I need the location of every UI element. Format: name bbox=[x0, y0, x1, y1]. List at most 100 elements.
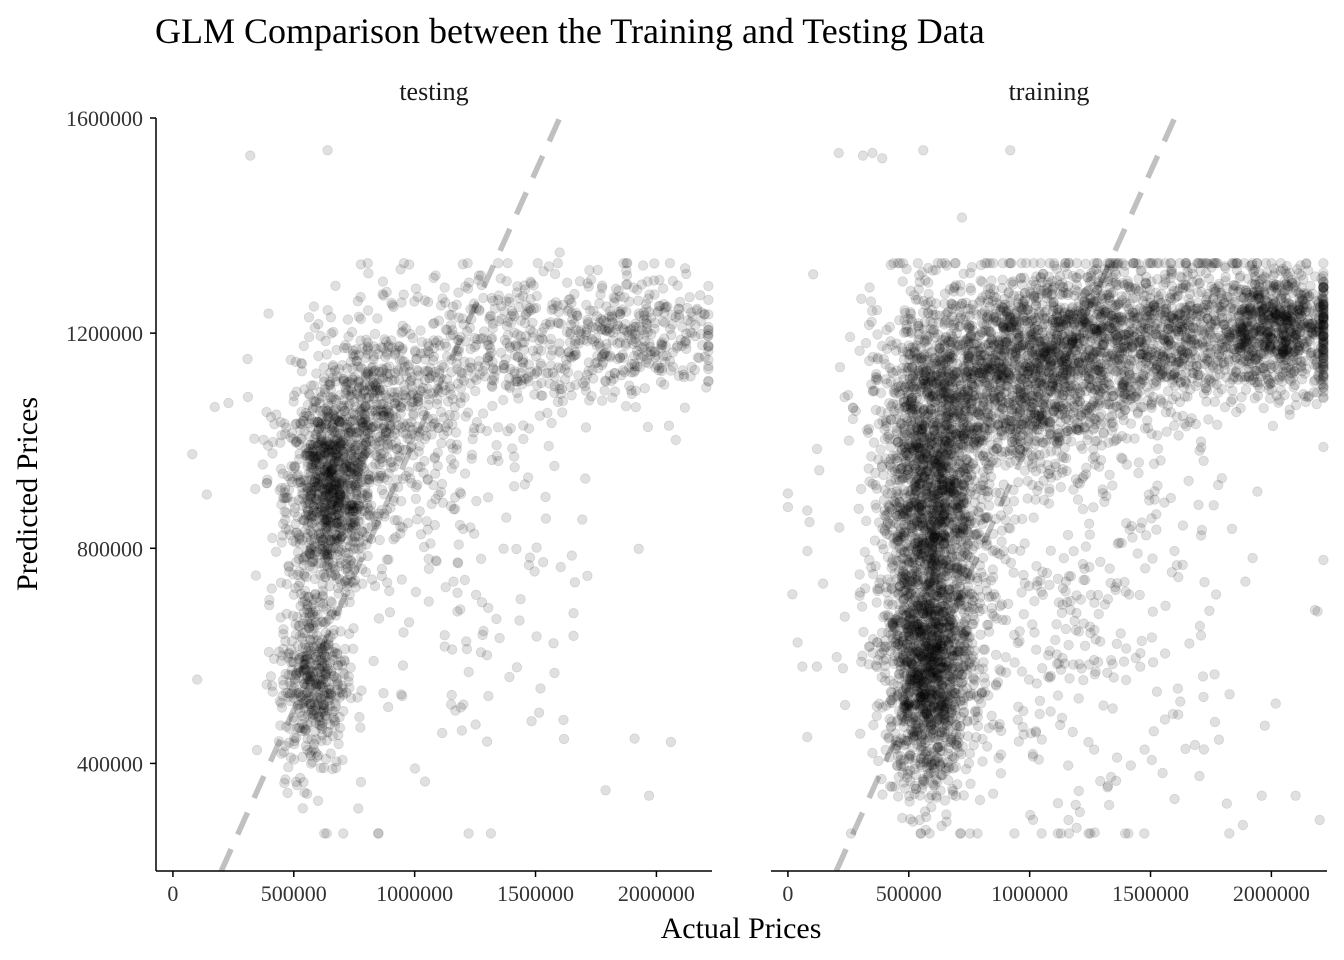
scatter-point bbox=[621, 306, 632, 317]
scatter-point bbox=[333, 475, 345, 486]
scatter-point bbox=[371, 516, 382, 528]
scatter-point bbox=[580, 422, 592, 433]
scatter-point bbox=[330, 280, 341, 292]
scatter-point bbox=[419, 776, 431, 787]
scatter-point bbox=[318, 507, 330, 518]
scatter-point bbox=[321, 447, 332, 458]
y-tick-label: 1600000 bbox=[66, 106, 143, 131]
scatter-point bbox=[888, 515, 899, 526]
scatter-point bbox=[335, 532, 347, 543]
scatter-point bbox=[267, 436, 279, 448]
x-tick-label: 1000000 bbox=[376, 881, 453, 906]
scatter-point bbox=[558, 733, 570, 745]
scatter-point bbox=[323, 549, 335, 560]
scatter-point bbox=[544, 319, 556, 330]
scatter-point bbox=[303, 509, 315, 521]
scatter-point bbox=[319, 483, 331, 495]
scatter-point bbox=[333, 497, 345, 508]
scatter-point bbox=[312, 469, 323, 481]
scatter-point bbox=[452, 587, 463, 599]
scatter-point bbox=[407, 332, 419, 344]
scatter-point bbox=[329, 475, 340, 487]
scatter-point bbox=[326, 571, 338, 582]
scatter-point bbox=[326, 466, 337, 477]
scatter-point bbox=[294, 532, 305, 543]
scatter-point bbox=[273, 736, 285, 747]
scatter-point bbox=[455, 702, 467, 713]
scatter-point bbox=[362, 531, 373, 542]
scatter-point bbox=[582, 278, 593, 289]
scatter-point bbox=[863, 423, 875, 435]
scatter-point bbox=[492, 258, 504, 269]
scatter-point bbox=[406, 381, 417, 392]
panel-testing: testing 0 500000 1000000 1500000 2000000 400… bbox=[66, 77, 714, 906]
scatter-point bbox=[316, 557, 327, 569]
scatter-point bbox=[316, 421, 327, 433]
scatter-point bbox=[308, 529, 319, 540]
scatter-point bbox=[330, 444, 341, 455]
scatter-point bbox=[453, 343, 465, 355]
scatter-point bbox=[373, 613, 385, 624]
scatter-point bbox=[447, 419, 458, 430]
scatter-point bbox=[264, 600, 275, 611]
scatter-point bbox=[439, 282, 450, 293]
scatter-point bbox=[334, 493, 345, 505]
scatter-point bbox=[469, 341, 480, 353]
scatter-point bbox=[331, 522, 342, 533]
scatter-point bbox=[334, 492, 346, 503]
scatter-point bbox=[340, 473, 351, 485]
scatter-point bbox=[312, 711, 324, 722]
scatter-point bbox=[302, 399, 314, 411]
scatter-point bbox=[462, 283, 474, 294]
scatter-point bbox=[396, 297, 407, 308]
scatter-point bbox=[382, 577, 393, 588]
scatter-point bbox=[347, 643, 359, 655]
scatter-point bbox=[367, 462, 378, 473]
scatter-point bbox=[419, 295, 431, 306]
scatter-point bbox=[308, 563, 319, 574]
scatter-point bbox=[334, 513, 345, 525]
scatter-point bbox=[345, 483, 357, 495]
scatter-point bbox=[328, 470, 339, 481]
scatter-point bbox=[342, 553, 353, 564]
scatter-point bbox=[355, 722, 366, 733]
scatter-point bbox=[890, 538, 901, 549]
scatter-point bbox=[293, 529, 304, 541]
scatter-point bbox=[401, 371, 412, 382]
scatter-point bbox=[369, 580, 381, 592]
scatter-point bbox=[322, 512, 333, 523]
scatter-point bbox=[566, 297, 577, 309]
scatter-point bbox=[242, 353, 253, 365]
scatter-point bbox=[542, 367, 554, 379]
scatter-point bbox=[439, 630, 450, 641]
scatter-point bbox=[321, 495, 332, 507]
scatter-point bbox=[333, 509, 344, 520]
scatter-point bbox=[877, 789, 888, 800]
scatter-point bbox=[267, 532, 278, 544]
scatter-point bbox=[513, 393, 524, 404]
scatter-point bbox=[485, 343, 496, 354]
scatter-point bbox=[355, 776, 367, 788]
scatter-point bbox=[538, 557, 549, 568]
scatter-point bbox=[349, 536, 360, 548]
scatter-point bbox=[477, 629, 488, 641]
scatter-point bbox=[304, 481, 316, 492]
scatter-point bbox=[335, 495, 347, 506]
scatter-point bbox=[292, 511, 304, 523]
scatter-point bbox=[378, 508, 390, 520]
scatter-point bbox=[452, 606, 463, 617]
scatter-point bbox=[456, 725, 468, 736]
y-tick-label: 800000 bbox=[77, 536, 143, 561]
scatter-point bbox=[463, 666, 474, 678]
scatter-point bbox=[329, 535, 341, 546]
scatter-point bbox=[342, 480, 354, 491]
scatter-point bbox=[342, 522, 353, 533]
scatter-point bbox=[381, 286, 392, 298]
scatter-point bbox=[318, 598, 329, 609]
scatter-point bbox=[309, 322, 321, 333]
scatter-point bbox=[258, 434, 269, 446]
scatter-point bbox=[306, 518, 318, 529]
scatter-point bbox=[268, 653, 280, 665]
scatter-point bbox=[361, 334, 372, 345]
scatter-point bbox=[316, 472, 327, 484]
